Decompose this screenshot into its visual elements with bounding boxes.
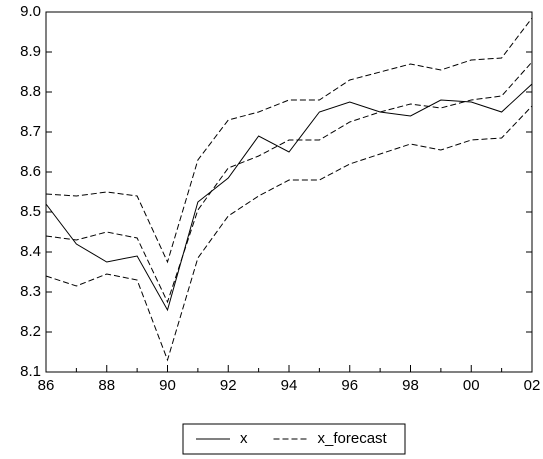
legend-label: x_forecast <box>318 430 388 447</box>
legend-label: x <box>240 430 248 447</box>
series-line <box>45 17 533 264</box>
y-tick-label: 8.9 <box>20 43 41 60</box>
x-tick-label: 98 <box>402 377 419 394</box>
series-line <box>45 61 533 304</box>
y-tick-label: 8.4 <box>20 243 41 260</box>
x-tick-label: 90 <box>159 377 176 394</box>
x-tick-label: 02 <box>524 377 541 394</box>
series-line <box>45 105 533 362</box>
x-tick-label: 94 <box>281 377 298 394</box>
x-tick-label: 88 <box>98 377 115 394</box>
x-tick-label: 00 <box>463 377 480 394</box>
y-tick-label: 8.2 <box>20 323 41 340</box>
series-line <box>45 83 533 312</box>
x-tick-label: 86 <box>38 377 55 394</box>
y-tick-label: 8.5 <box>20 203 41 220</box>
y-tick-label: 8.6 <box>20 163 41 180</box>
x-tick-label: 92 <box>220 377 237 394</box>
y-tick-label: 9.0 <box>20 3 41 20</box>
y-tick-label: 8.3 <box>20 283 41 300</box>
y-tick-label: 8.8 <box>20 83 41 100</box>
plot-frame <box>45 11 533 373</box>
y-tick-label: 8.7 <box>20 123 41 140</box>
legend-box <box>182 423 406 455</box>
y-tick-label: 8.1 <box>20 363 41 380</box>
x-tick-label: 96 <box>341 377 358 394</box>
